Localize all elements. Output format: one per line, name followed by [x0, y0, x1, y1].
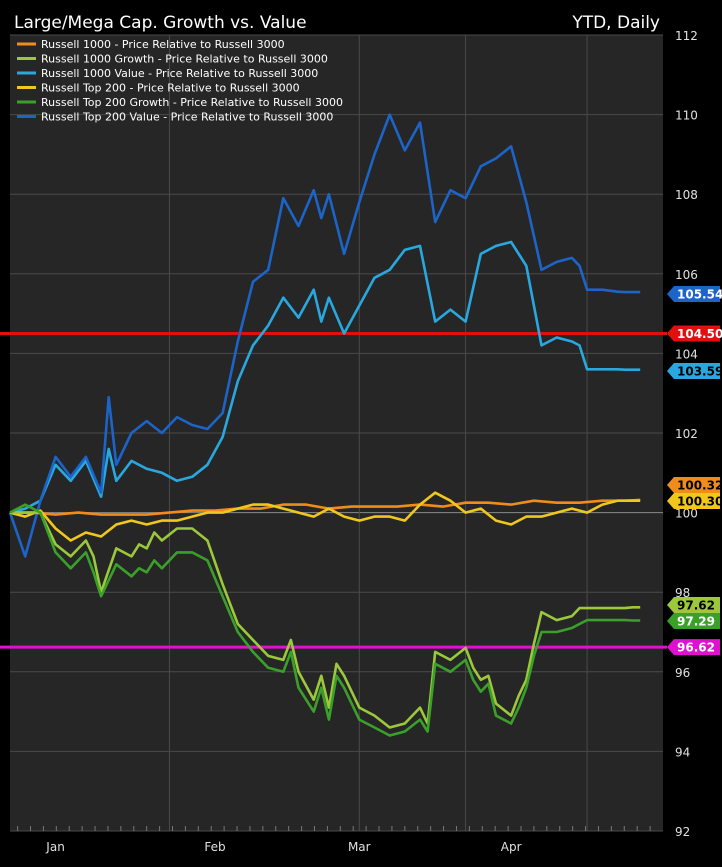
y-tick-label: 106 — [675, 268, 698, 282]
legend-label: Russell 1000 - Price Relative to Russell… — [41, 38, 285, 51]
value-tag-label: 105.54 — [677, 288, 722, 302]
value-tag-shape — [667, 493, 720, 509]
legend-entry: Russell Top 200 Growth - Price Relative … — [17, 96, 343, 109]
chart-subtitle: YTD, Daily — [571, 13, 660, 33]
series-line — [9, 503, 641, 737]
y-tick-label: 108 — [675, 188, 698, 202]
series-line — [9, 491, 641, 542]
y-tick-label: 100 — [675, 507, 698, 521]
legend-entry: Russell 1000 Growth - Price Relative to … — [17, 53, 328, 66]
value-tag-shape — [667, 639, 720, 656]
value-tag-shape — [667, 286, 720, 302]
y-tick-label: 102 — [675, 427, 698, 441]
value-tag: 103.59 — [667, 363, 722, 379]
y-tick-label: 94 — [675, 745, 690, 759]
y-axis: 92 94 96 98 100 102 104 106 108 110 112 — [675, 29, 698, 839]
value-tag: 96.62 — [667, 639, 720, 656]
y-tick-label: 92 — [675, 825, 690, 839]
legend-entry: Russell 1000 - Price Relative to Russell… — [17, 38, 285, 51]
y-tick-label: 110 — [675, 109, 698, 123]
end-labels: 104.50 96.62 100.32 97.62 103.59 100.30 97.29 1… — [667, 286, 722, 656]
x-tick-label: Jan — [45, 840, 65, 854]
gridlines — [10, 34, 663, 832]
y-tick-label: 112 — [675, 29, 698, 43]
value-tag-label: 97.29 — [677, 615, 715, 629]
value-tag: 97.29 — [667, 613, 720, 629]
reference-lines — [0, 332, 667, 649]
legend-label: Russell Top 200 - Price Relative to Russ… — [41, 82, 300, 95]
series-line — [9, 240, 641, 514]
series-line — [10, 511, 641, 729]
value-tag: 104.50 — [667, 325, 722, 342]
value-tag-shape — [667, 477, 720, 493]
legend-label: Russell Top 200 Value - Price Relative t… — [41, 111, 333, 124]
value-tag: 97.62 — [667, 597, 720, 613]
value-tag-shape — [667, 325, 720, 342]
value-tag-label: 97.62 — [677, 599, 715, 613]
value-tag-label: 100.30 — [677, 495, 722, 509]
value-tag-label: 104.50 — [677, 327, 722, 341]
value-tag-shape — [667, 613, 720, 629]
y-tick-label: 96 — [675, 666, 690, 680]
legend-label: Russell 1000 Value - Price Relative to R… — [41, 67, 318, 80]
series-group — [8, 113, 641, 737]
value-tag: 100.32 — [667, 477, 722, 493]
x-tick-label: Apr — [501, 840, 522, 854]
value-tag: 105.54 — [667, 286, 722, 302]
chart-title: Large/Mega Cap. Growth vs. Value — [14, 13, 307, 33]
value-tag-label: 100.32 — [677, 479, 722, 493]
x-tick-label: Mar — [348, 840, 371, 854]
legend-label: Russell 1000 Growth - Price Relative to … — [41, 53, 328, 66]
legend-label: Russell Top 200 Growth - Price Relative … — [41, 96, 343, 109]
value-tag-label: 103.59 — [677, 365, 722, 379]
y-tick-label: 104 — [675, 347, 698, 361]
value-tag-shape — [667, 363, 720, 379]
series-line — [8, 113, 641, 558]
x-tick-label: Feb — [204, 840, 225, 854]
legend-entry: Russell Top 200 Value - Price Relative t… — [17, 111, 333, 124]
y-tick-label: 98 — [675, 586, 690, 600]
legend-entry: Russell Top 200 - Price Relative to Russ… — [17, 82, 300, 95]
legend: Russell 1000 - Price Relative to Russell… — [17, 38, 343, 124]
value-tag-shape — [667, 597, 720, 613]
legend-entry: Russell 1000 Value - Price Relative to R… — [17, 67, 318, 80]
value-tag-label: 96.62 — [677, 641, 715, 655]
x-axis: Jan Feb Mar Apr — [17, 826, 651, 854]
value-tag: 100.30 — [667, 493, 722, 509]
